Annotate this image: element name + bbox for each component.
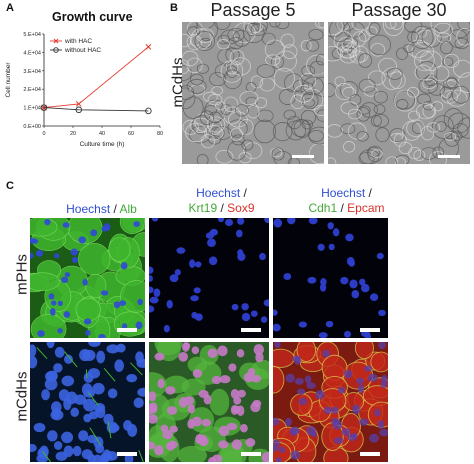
column-header-krt19-sox9: Hoechst / Krt19 / Sox9	[150, 186, 293, 216]
scale-bar	[292, 155, 314, 158]
micrograph-mcdhs-krt19-sox9	[149, 342, 269, 462]
label-alb: Alb	[119, 202, 137, 216]
label-epcam: Epcam	[347, 201, 385, 215]
x-tick-label: 40	[99, 131, 105, 137]
growth-curve-chart: 0.E+00 1.E+04 2.E+04 3.E+04 4.E+04 5.E+04 0 20 4…	[5, 32, 163, 148]
panel-label-a: A	[6, 2, 14, 14]
series-line-2	[43, 107, 149, 112]
y-tick-label: 4.E+04	[23, 50, 41, 56]
brightfield-image-passage-30	[328, 22, 470, 164]
data-point-with-hac	[75, 101, 82, 107]
y-tick-label: 3.E+04	[23, 69, 41, 75]
micrograph-mphs-alb	[30, 218, 145, 338]
column-header-cdh1-epcam: Hoechst / Cdh1 / Epcam	[275, 186, 418, 216]
y-tick-label: 1.E+04	[23, 106, 41, 112]
separator: /	[217, 201, 228, 215]
panel-label-c: C	[6, 180, 14, 192]
x-tick-label: 80	[157, 131, 163, 137]
row-label-mphs: mPHs	[13, 254, 31, 295]
scale-bar	[438, 155, 460, 158]
scale-bar	[360, 452, 380, 456]
x-axis-label: Culture time (h)	[80, 141, 125, 148]
scale-bar	[117, 328, 137, 332]
legend-marker-circle	[53, 47, 59, 53]
separator: /	[365, 186, 372, 200]
column-header-passage-5: Passage 5	[210, 0, 296, 20]
label-cdh1: Cdh1	[308, 201, 338, 215]
x-tick-label: 0	[42, 131, 45, 137]
data-point-without-hac	[145, 107, 152, 115]
micrograph-mcdhs-cdh1-epcam	[273, 342, 388, 462]
y-tick-label: 5.E+04	[23, 32, 41, 38]
label-sox9: Sox9	[227, 201, 255, 215]
panel-label-b: B	[170, 2, 178, 14]
label-krt19: Krt19	[188, 201, 218, 215]
series-line-1	[43, 46, 149, 109]
column-header-passage-30: Passage 30	[351, 0, 447, 20]
separator: /	[110, 202, 120, 216]
data-point-without-hac	[75, 106, 83, 114]
y-tick-label: 2.E+04	[23, 87, 41, 93]
label-hoechst: Hoechst	[196, 186, 241, 200]
legend-label-1: with HAC	[64, 38, 92, 45]
x-tick-label: 20	[70, 131, 76, 137]
separator: /	[240, 186, 247, 200]
micrograph-mphs-krt19-sox9	[149, 218, 269, 338]
micrograph-mcdhs-alb	[30, 342, 145, 462]
y-axis-label: Cell number	[5, 62, 12, 98]
scale-bar	[241, 452, 261, 456]
chart-title: Growth curve	[52, 10, 133, 24]
separator: /	[337, 201, 348, 215]
legend-marker-x	[53, 38, 59, 44]
brightfield-image-passage-5	[182, 22, 324, 164]
scale-bar	[117, 452, 137, 456]
scale-bar	[241, 328, 261, 332]
data-point-without-hac	[40, 104, 48, 111]
micrograph-mphs-cdh1-epcam	[273, 218, 388, 338]
data-point-with-hac	[145, 44, 152, 50]
label-hoechst: Hoechst	[66, 202, 111, 216]
scale-bar	[360, 328, 380, 332]
row-label-mcdhs-c: mCdHs	[13, 371, 31, 422]
column-header-alb: Hoechst / Alb	[30, 202, 173, 217]
x-tick-label: 60	[128, 131, 134, 137]
legend-label-2: without HAC	[64, 47, 101, 54]
y-tick-label: 0.E+00	[23, 124, 41, 130]
label-hoechst: Hoechst	[321, 186, 366, 200]
